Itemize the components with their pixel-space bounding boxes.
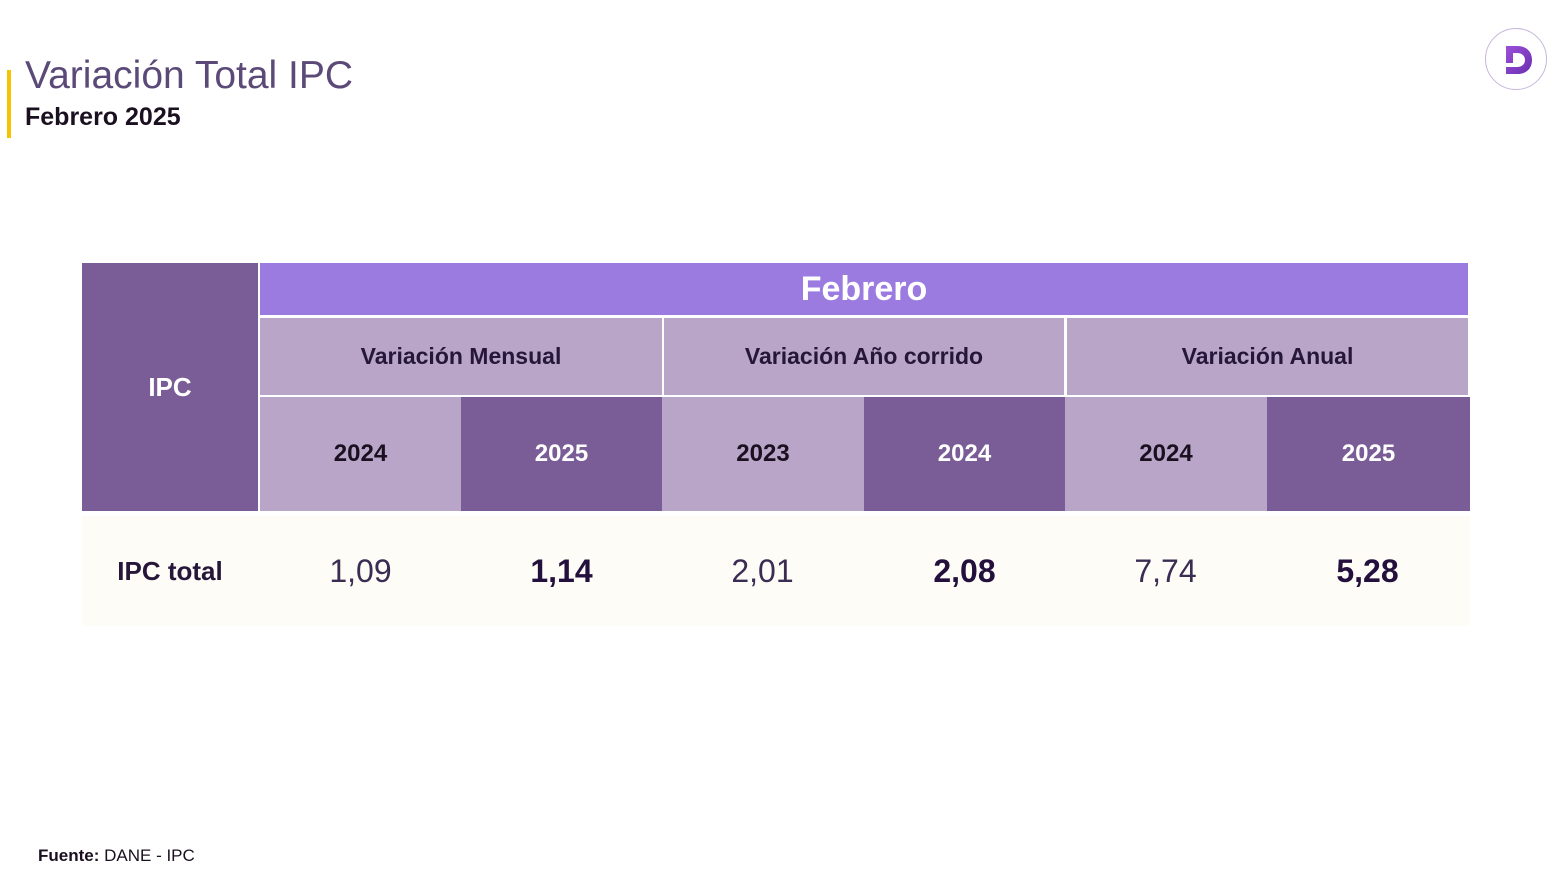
source-text: DANE - IPC <box>104 846 195 865</box>
source-note: Fuente: DANE - IPC <box>38 846 195 866</box>
year-header: 2024 <box>864 397 1065 511</box>
source-label: Fuente: <box>38 846 100 865</box>
table-cell: 1,09 <box>329 552 392 589</box>
month-header-cell: Febrero <box>260 263 1468 315</box>
title-accent-bar <box>7 70 11 138</box>
group-header-anual: Variación Anual <box>1067 318 1468 395</box>
table-cell: 1,14 <box>530 552 593 589</box>
d-logo-icon <box>1485 28 1547 90</box>
row-header-cell: IPC <box>82 263 258 511</box>
year-header: 2024 <box>260 397 461 511</box>
table-cell: 2,01 <box>731 552 794 589</box>
page-title: Variación Total IPC <box>25 54 354 97</box>
year-header: 2024 <box>1065 397 1267 511</box>
group-header-mensual: Variación Mensual <box>260 318 662 395</box>
table-cell: 2,08 <box>933 552 996 589</box>
page-subtitle: Febrero 2025 <box>25 103 181 131</box>
year-header: 2023 <box>662 397 864 511</box>
group-header-ano-corrido: Variación Año corrido <box>664 318 1064 395</box>
year-header: 2025 <box>461 397 662 511</box>
row-label: IPC total <box>117 555 223 586</box>
table-cell: 7,74 <box>1134 552 1197 589</box>
table-cell: 5,28 <box>1336 552 1399 589</box>
year-header: 2025 <box>1267 397 1470 511</box>
table-row: IPC total 1,09 1,14 2,01 2,08 7,74 5,28 <box>82 516 1470 626</box>
